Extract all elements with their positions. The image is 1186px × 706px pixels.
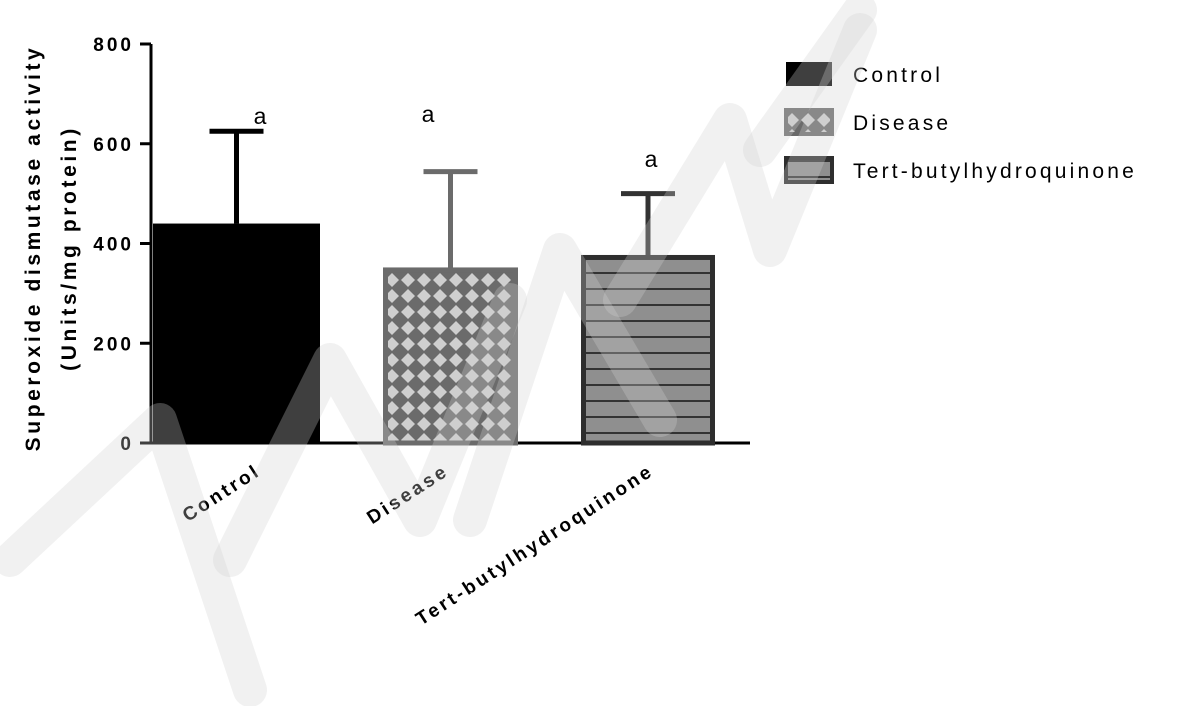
bar-tert-butylhydroquinone bbox=[581, 254, 715, 446]
y-axis-title-line1: Superoxide dismutase activity bbox=[22, 45, 45, 452]
legend-label: Tert-butylhydroquinone bbox=[853, 160, 1137, 183]
bar-disease bbox=[383, 267, 518, 446]
y-tick-label: 600 bbox=[93, 135, 134, 156]
legend-label: Disease bbox=[853, 112, 951, 135]
significance-letter: a bbox=[254, 103, 267, 129]
y-axis-title: Superoxide dismutase activity (Units/mg … bbox=[22, 45, 81, 452]
y-axis-title-line2: (Units/mg protein) bbox=[58, 125, 81, 371]
bar-control bbox=[153, 223, 320, 443]
y-tick-label: 400 bbox=[93, 235, 134, 256]
significance-letter: a bbox=[645, 146, 658, 172]
significance-letter: a bbox=[422, 101, 435, 127]
legend-swatch-tert-butylhydroquinone bbox=[784, 156, 834, 184]
bars: a a a bbox=[153, 101, 715, 446]
y-tick-label: 200 bbox=[93, 334, 134, 355]
legend: Control Disease Tert-butylhydroquinone bbox=[784, 62, 1137, 184]
y-tick-label: 800 bbox=[93, 35, 134, 56]
legend-label: Control bbox=[853, 64, 943, 87]
y-axis-ticks: 0 200 400 600 800 bbox=[93, 35, 151, 455]
legend-swatch-control bbox=[786, 62, 832, 86]
x-category-label: Control bbox=[179, 461, 265, 527]
legend-swatch-disease bbox=[784, 108, 834, 136]
x-category-label: Disease bbox=[363, 461, 452, 529]
y-tick-label: 0 bbox=[120, 434, 134, 455]
x-category-label: Tert-butylhydroquinone bbox=[412, 461, 657, 630]
